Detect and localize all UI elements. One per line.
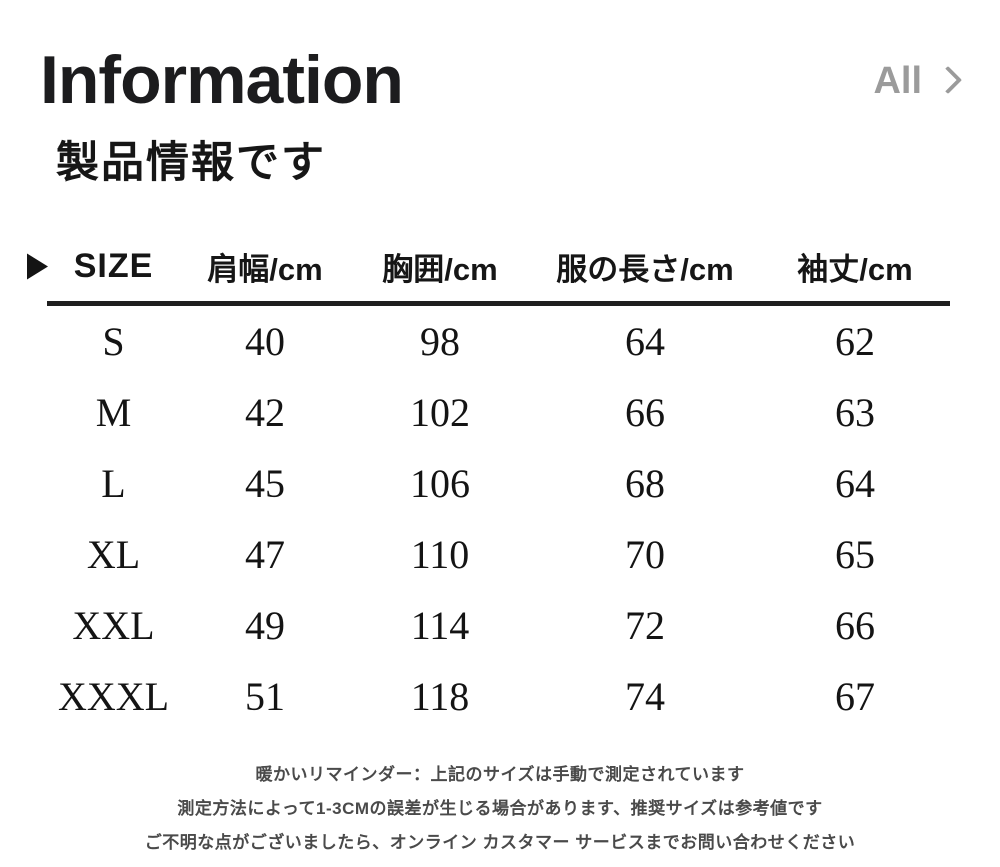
chest-cell: 118	[410, 674, 470, 719]
table-row: S 40 98 64 62	[47, 306, 950, 377]
chevron-right-icon	[933, 65, 963, 95]
table-row: XL 47 110 70 65	[47, 519, 950, 590]
table-row: M 42 102 66 63	[47, 377, 950, 448]
size-cell: XL	[86, 532, 141, 577]
sleeve-cell: 64	[835, 461, 875, 506]
page-title: Information	[40, 42, 404, 118]
table-row: XXXL 51 118 74 67	[47, 661, 950, 732]
shoulder-cell: 40	[245, 319, 285, 364]
shoulder-cell: 42	[245, 390, 285, 435]
size-cell: XXL	[72, 603, 155, 648]
table-row: L 45 106 68 64	[47, 448, 950, 519]
note-line: 暖かいリマインダー：上記のサイズは手動で測定されています	[255, 765, 745, 784]
column-header-shoulder: 肩幅/cm	[207, 252, 323, 287]
size-table: SIZE 肩幅/cm 胸囲/cm 服の長さ/cm 袖丈/cm S 40 98 6…	[27, 244, 950, 732]
size-cell: XXXL	[57, 674, 170, 719]
all-link-label: All	[873, 60, 922, 102]
size-cell: L	[101, 461, 126, 506]
column-header-size: SIZE	[27, 247, 180, 286]
length-cell: 64	[625, 319, 665, 364]
length-cell: 72	[625, 603, 665, 648]
section-header: Information All	[40, 42, 963, 118]
chest-cell: 98	[420, 319, 460, 364]
sleeve-cell: 66	[835, 603, 875, 648]
column-header-length: 服の長さ/cm	[556, 252, 734, 287]
note-line: ご不明な点がございましたら、オンライン カスタマー サービスまでお問い合わせくだ…	[144, 833, 856, 852]
chest-cell: 114	[410, 603, 470, 648]
length-cell: 74	[625, 674, 665, 719]
size-table-header-row: SIZE 肩幅/cm 胸囲/cm 服の長さ/cm 袖丈/cm	[27, 244, 950, 306]
sleeve-cell: 63	[835, 390, 875, 435]
length-cell: 66	[625, 390, 665, 435]
chest-cell: 110	[410, 532, 470, 577]
shoulder-cell: 49	[245, 603, 285, 648]
sleeve-cell: 65	[835, 532, 875, 577]
shoulder-cell: 47	[245, 532, 285, 577]
length-cell: 70	[625, 532, 665, 577]
column-header-chest: 胸囲/cm	[382, 252, 498, 287]
measurement-notes: 暖かいリマインダー：上記のサイズは手動で測定されています 測定方法によって1-3…	[40, 758, 960, 860]
table-row: XXL 49 114 72 66	[47, 590, 950, 661]
page-subtitle: 製品情報です	[56, 139, 326, 187]
sleeve-cell: 62	[835, 319, 875, 364]
size-cell: S	[102, 319, 125, 364]
column-header-size-label: SIZE	[73, 247, 154, 285]
triangle-marker-icon	[27, 252, 48, 279]
size-cell: M	[95, 390, 132, 435]
chest-cell: 102	[410, 390, 470, 435]
chest-cell: 106	[410, 461, 470, 506]
length-cell: 68	[625, 461, 665, 506]
note-line: 測定方法によって1-3CMの誤差が生じる場合があります、推奨サイズは参考値です	[177, 799, 823, 818]
shoulder-cell: 51	[245, 674, 285, 719]
sleeve-cell: 67	[835, 674, 875, 719]
column-header-sleeve: 袖丈/cm	[797, 252, 913, 287]
shoulder-cell: 45	[245, 461, 285, 506]
all-link[interactable]: All	[873, 60, 963, 102]
